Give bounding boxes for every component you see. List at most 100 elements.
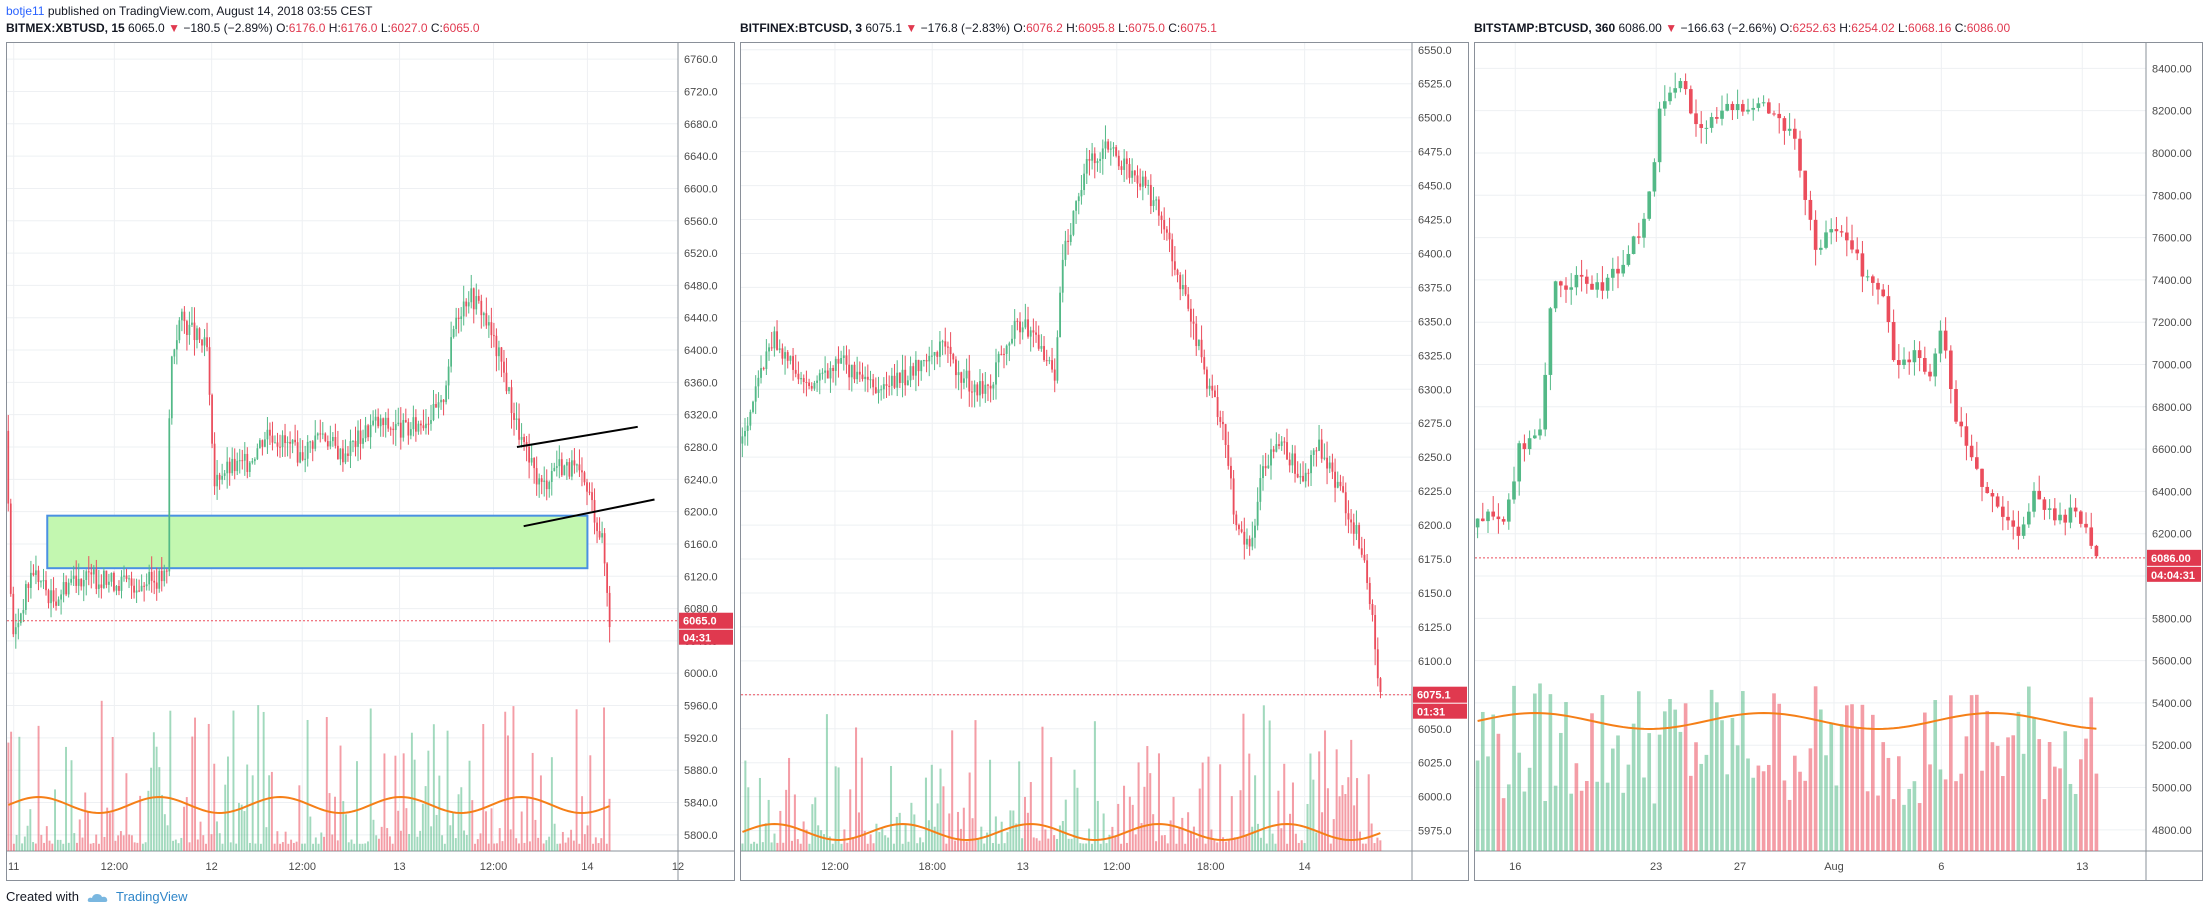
grid (1475, 43, 2146, 851)
volume-bar (67, 842, 70, 851)
candle-body (188, 324, 191, 336)
x-tick-label: 18:00 (918, 861, 946, 873)
candle-body (1331, 462, 1334, 472)
candle-body (145, 584, 148, 587)
volume-bar (383, 753, 386, 851)
candle-body (2058, 514, 2062, 521)
volume-bar (1047, 838, 1050, 851)
candle-body (548, 481, 551, 490)
candle-body (208, 347, 211, 395)
candle-body (1647, 191, 1652, 219)
tradingview-link[interactable]: TradingView (116, 889, 188, 904)
trend-line (516, 425, 638, 448)
volume-bar (1073, 769, 1076, 851)
volume-bars (741, 705, 1382, 851)
volume-bar (788, 757, 791, 851)
volume-bar (887, 837, 890, 851)
volume-bar (1286, 843, 1289, 851)
volume-bar (1647, 733, 1652, 851)
candle-body (1553, 281, 1558, 309)
last-price: 6075.1 (865, 21, 903, 35)
candle-body (603, 533, 606, 564)
candle-body (24, 584, 27, 610)
candle-body (62, 582, 65, 595)
candle-body (1683, 81, 1688, 90)
volume-bar (73, 833, 76, 851)
ohlc-open-value: 6176.0 (288, 21, 326, 35)
chart-panel-bitmex[interactable]: 6760.0 6720.0 6680.0 6640.0 6600.0 6560.0 6520… (6, 42, 735, 881)
candle-body (1506, 499, 1511, 522)
volume-bar (196, 839, 199, 851)
y-tick-label: 6560.0 (684, 216, 718, 228)
author-link[interactable]: botje11 (6, 4, 45, 18)
candle-body (296, 442, 299, 463)
volume-bar (983, 843, 986, 851)
chart-svg-bitfinex[interactable]: 6550.0 6525.0 6500.0 6475.0 6450.0 6425.0 6400… (741, 43, 1468, 880)
candle-body (2032, 490, 2036, 512)
candle-body (1839, 231, 1844, 233)
volume-bar (945, 843, 948, 851)
candle-body (533, 458, 536, 469)
volume-bar (1213, 840, 1216, 851)
volume-bar (199, 821, 202, 851)
candle-body (906, 380, 909, 386)
volume-bar (1222, 837, 1225, 851)
candle-body (949, 346, 952, 355)
candle-body (309, 441, 312, 443)
volume-bar (205, 843, 207, 851)
candle-body (1254, 525, 1256, 538)
last-price-label: 6065.0 (683, 616, 717, 628)
candle-body (1475, 518, 1480, 528)
candle-body (1125, 158, 1128, 165)
candle-body (553, 467, 556, 471)
candle-body (2063, 514, 2068, 523)
volume-bar (1175, 843, 1178, 851)
volume-bar (1725, 774, 1730, 851)
chart-svg-bitstamp[interactable]: 8400.00 8200.00 8000.00 7800.00 7600.00 7400.… (1475, 43, 2202, 880)
candle-body (113, 572, 115, 591)
candle-body (1943, 330, 1948, 351)
candle-body (1538, 429, 1542, 436)
volume-bar (254, 843, 257, 851)
candle-body (523, 436, 525, 443)
volume-bar (125, 773, 128, 851)
volume-bar (597, 843, 600, 851)
candle-body (85, 571, 88, 580)
candle-body (470, 288, 473, 303)
volume-bar (1704, 754, 1709, 851)
candle-body (1219, 417, 1222, 422)
candle-body (115, 585, 118, 591)
candle-body (490, 322, 493, 336)
candle-body (1029, 330, 1032, 337)
volume-bar (1709, 689, 1714, 851)
volume-bar (1195, 838, 1198, 851)
candle-body (1543, 374, 1548, 430)
chart-panel-bitstamp[interactable]: 8400.00 8200.00 8000.00 7800.00 7600.00 7400.… (1474, 42, 2203, 881)
candle-body (500, 347, 503, 362)
candle-body (781, 348, 784, 359)
chart-panel-bitfinex[interactable]: 6550.0 6525.0 6500.0 6475.0 6450.0 6425.0 6400… (740, 42, 1469, 881)
candle-body (606, 563, 609, 593)
volume-bar (545, 840, 548, 851)
volume-bar (939, 768, 942, 851)
volume-bar (1207, 756, 1210, 851)
candle-body (792, 356, 794, 370)
ohlc-high-value: 6095.8 (1078, 21, 1115, 35)
candle-body (228, 461, 231, 474)
candle-body (981, 381, 984, 394)
y-tick-label: 6425.0 (1418, 215, 1452, 227)
volume-bar (2042, 799, 2047, 851)
candle-body (1115, 147, 1118, 156)
candle-body (1051, 360, 1053, 370)
candle-body (1107, 141, 1110, 150)
candle-body (289, 441, 291, 444)
candle-body (1165, 229, 1168, 233)
volume-bar (482, 724, 485, 851)
volume-bar (1184, 843, 1187, 851)
y-tick-label: 6360.0 (684, 377, 718, 389)
volume-bar (29, 809, 32, 851)
chart-svg-bitmex[interactable]: 6760.0 6720.0 6680.0 6640.0 6600.0 6560.0 6520… (7, 43, 734, 880)
candle-body (223, 473, 226, 476)
volume-bar (589, 755, 592, 851)
volume-bar (2094, 773, 2099, 851)
